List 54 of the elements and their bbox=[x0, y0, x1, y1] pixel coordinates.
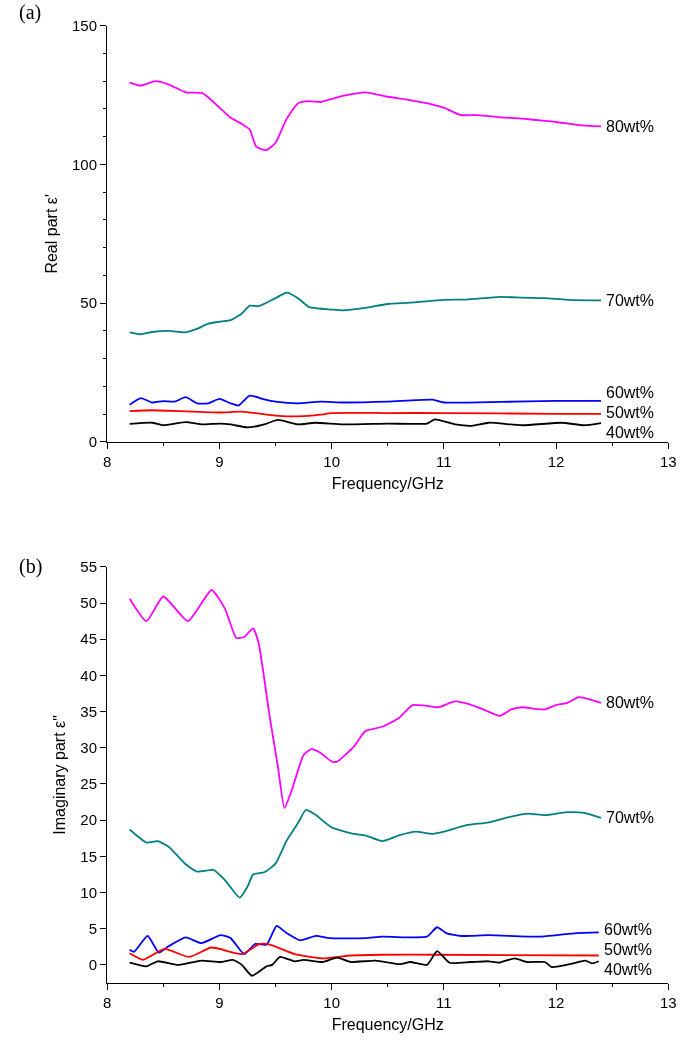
x-tick-label: 13 bbox=[659, 994, 677, 1012]
x-tick-label: 8 bbox=[103, 994, 112, 1012]
y-tick-label: 0 bbox=[88, 956, 98, 974]
x-tick-label: 10 bbox=[323, 453, 340, 471]
y-tick-label: 5 bbox=[88, 919, 98, 937]
x-tick-label: 8 bbox=[103, 453, 112, 471]
line-series bbox=[128, 418, 602, 429]
series-label: 40wt% bbox=[606, 424, 655, 441]
y-tick-label: 15 bbox=[80, 847, 98, 865]
series-label: 60wt% bbox=[604, 921, 653, 938]
line-series bbox=[128, 291, 602, 336]
x-tick-label: 12 bbox=[547, 994, 565, 1012]
line-series bbox=[128, 924, 600, 955]
x-tick-label: 10 bbox=[323, 994, 340, 1012]
line-series bbox=[128, 80, 602, 151]
y-tick-label: 50 bbox=[80, 594, 98, 612]
line-series bbox=[128, 942, 600, 961]
series-label: 70wt% bbox=[606, 809, 655, 826]
y-tick-label: 35 bbox=[80, 702, 98, 720]
x-axis-title: Frequency/GHz bbox=[331, 474, 444, 492]
y-tick-label: 45 bbox=[80, 630, 98, 648]
y-tick-label: 0 bbox=[88, 433, 98, 451]
line-series bbox=[128, 409, 602, 418]
x-tick-label: 11 bbox=[436, 994, 452, 1012]
series-label: 60wt% bbox=[606, 384, 655, 401]
y-axis-title: Imaginary part ε" bbox=[51, 715, 69, 835]
x-tick-label: 9 bbox=[215, 453, 224, 471]
y-tick-label: 25 bbox=[80, 775, 98, 793]
line-series bbox=[128, 950, 600, 977]
x-tick-label: 11 bbox=[436, 453, 452, 471]
series-label: 40wt% bbox=[604, 961, 653, 978]
line-series bbox=[128, 589, 602, 809]
x-tick-label: 9 bbox=[215, 994, 224, 1012]
series-label: 80wt% bbox=[606, 118, 655, 135]
y-tick-label: 50 bbox=[80, 294, 98, 312]
series-label: 80wt% bbox=[606, 694, 655, 711]
y-axis-title: Real part ε' bbox=[42, 194, 60, 274]
chart-title: (b) bbox=[19, 555, 43, 578]
y-tick-label: 100 bbox=[72, 155, 98, 173]
y-tick-label: 20 bbox=[80, 811, 98, 829]
y-tick-label: 10 bbox=[80, 883, 98, 901]
series-label: 50wt% bbox=[606, 404, 655, 421]
chart-title: (a) bbox=[19, 1, 42, 24]
series-label: 50wt% bbox=[604, 941, 653, 958]
x-axis-title: Frequency/GHz bbox=[331, 1015, 444, 1033]
x-tick-label: 13 bbox=[659, 453, 677, 471]
y-tick-label: 150 bbox=[72, 16, 98, 34]
x-tick-label: 12 bbox=[547, 453, 565, 471]
y-tick-label: 40 bbox=[80, 666, 98, 684]
line-series bbox=[128, 809, 602, 899]
y-tick-label: 55 bbox=[80, 558, 98, 576]
line-series bbox=[128, 394, 602, 407]
series-label: 70wt% bbox=[606, 292, 655, 309]
y-tick-label: 30 bbox=[80, 739, 98, 757]
